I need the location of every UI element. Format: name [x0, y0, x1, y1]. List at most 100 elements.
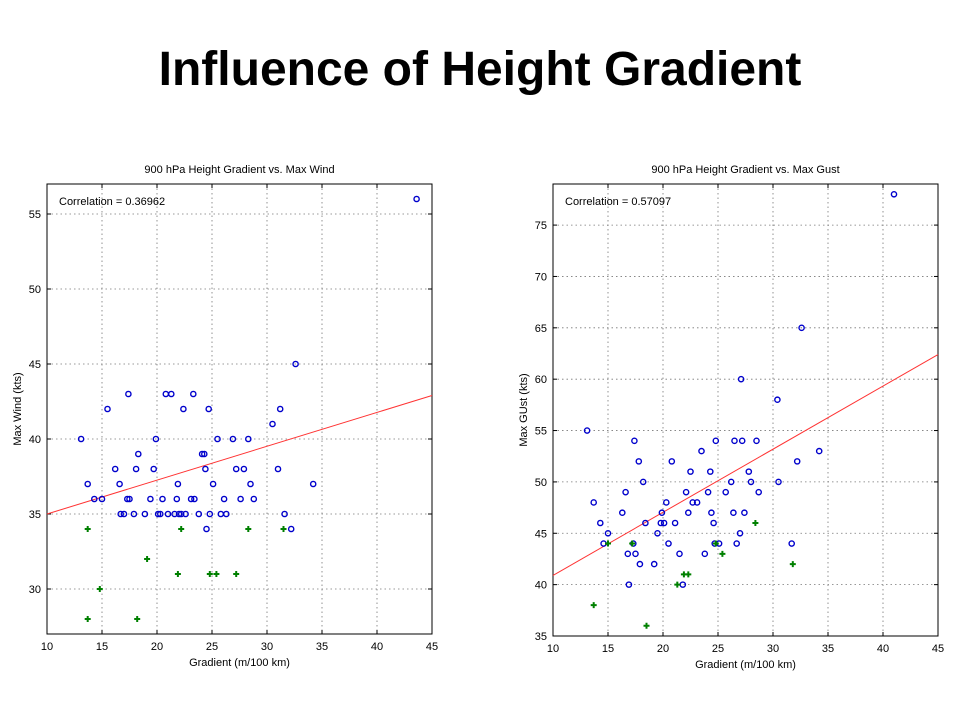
data-point-circle: [788, 540, 796, 547]
data-point-circle: [276, 405, 284, 413]
x-tick-label: 40: [371, 641, 383, 653]
data-point-plus: [643, 622, 650, 629]
y-tick-label: 50: [29, 284, 41, 296]
data-point-circle: [775, 478, 782, 486]
data-point-circle: [590, 499, 598, 506]
data-point-circle: [111, 465, 119, 473]
data-point-circle: [159, 495, 166, 503]
data-point-circle: [174, 480, 182, 488]
data-point-circle: [91, 495, 98, 503]
x-tick-label: 15: [96, 641, 108, 653]
data-point-circle: [164, 510, 172, 518]
data-point-circle: [698, 447, 705, 455]
data-point-circle: [244, 435, 252, 443]
data-point-circle: [167, 390, 175, 398]
x-tick-label: 20: [657, 643, 669, 655]
data-point-circle: [132, 465, 140, 473]
data-point-plus: [134, 616, 141, 622]
chart-1: 10 15 20 25 30 35 40 45 30 35 40 45 50 55 900 hPa Heig…: [12, 164, 438, 669]
data-point-circle: [247, 480, 254, 488]
data-point-circle: [793, 458, 801, 465]
data-point-plus: [84, 616, 91, 622]
data-point-circle: [597, 519, 604, 527]
x-tick-label: 40: [877, 643, 889, 655]
x-tick-label: 10: [547, 643, 559, 655]
data-point-circle: [639, 478, 647, 486]
data-point-circle: [104, 405, 111, 413]
data-point-circle: [668, 458, 676, 465]
data-point-plus: [245, 526, 252, 532]
data-point-plus: [685, 571, 692, 578]
x-tick-label: 10: [41, 641, 53, 653]
data-point-circle: [222, 510, 230, 518]
data-point-plus: [590, 602, 597, 609]
y-tick-label: 35: [29, 509, 41, 521]
data-point-circle: [685, 509, 692, 517]
data-point-circle: [624, 550, 632, 558]
data-point-circle: [650, 560, 658, 568]
data-point-circle: [206, 510, 214, 518]
x-tick-label: 15: [602, 643, 614, 655]
data-point-circle: [632, 550, 639, 558]
x-tick-label: 45: [932, 643, 944, 655]
data-point-circle: [727, 478, 735, 486]
data-point-plus: [605, 540, 611, 547]
data-point-circle: [682, 488, 690, 496]
x-axis-label: Gradient (m/100 km): [695, 659, 796, 671]
x-tick-label: 35: [822, 643, 834, 655]
data-point-circle: [180, 405, 187, 413]
data-point-circle: [77, 435, 85, 443]
data-point-plus: [96, 586, 103, 592]
data-point-circle: [707, 468, 714, 475]
data-point-plus: [206, 571, 213, 577]
data-point-circle: [663, 499, 670, 506]
data-point-circle: [237, 495, 244, 503]
data-point-circle: [755, 488, 763, 496]
data-point-circle: [733, 540, 741, 547]
data-point-circle: [665, 540, 672, 547]
data-point-circle: [798, 324, 805, 332]
data-point-circle: [625, 581, 633, 588]
data-point-circle: [130, 510, 138, 518]
data-point-circle: [173, 495, 181, 503]
data-point-circle: [177, 510, 185, 518]
x-tick-label: 30: [767, 643, 779, 655]
data-point-circle: [274, 465, 282, 473]
correlation-annotation: Correlation = 0.57097: [565, 196, 671, 208]
y-axis-label: Max GUst (kts): [518, 373, 530, 446]
data-point-plus: [280, 526, 287, 532]
data-point-circle: [642, 519, 649, 527]
plot-frame: [46, 183, 433, 635]
plot-frame: [552, 183, 939, 637]
data-point-plus: [84, 526, 91, 532]
data-point-circle: [741, 509, 748, 517]
y-tick-label: 55: [535, 426, 547, 438]
data-point-plus: [752, 520, 759, 526]
data-point-circle: [701, 550, 709, 558]
chart-title: 900 hPa Height Gradient vs. Max Wind: [144, 164, 334, 176]
data-point-circle: [152, 435, 160, 443]
data-point-circle: [693, 499, 701, 506]
data-point-plus: [178, 526, 185, 532]
data-point-circle: [250, 495, 258, 503]
data-point-circle: [191, 495, 198, 503]
data-point-circle: [815, 447, 823, 455]
data-point-circle: [198, 450, 206, 458]
data-point-circle: [619, 509, 626, 517]
y-tick-label: 75: [535, 220, 547, 232]
data-point-circle: [704, 488, 712, 496]
data-point-plus: [719, 550, 726, 557]
y-axis-label: Max Wind (kts): [12, 372, 24, 445]
y-tick-label: 45: [29, 359, 41, 371]
data-point-circle: [240, 465, 248, 473]
x-tick-label: 25: [712, 643, 724, 655]
chart-title: 900 hPa Height Gradient vs. Max Gust: [651, 164, 839, 176]
data-point-circle: [738, 437, 746, 445]
data-point-plus: [629, 540, 636, 547]
y-tick-label: 70: [535, 271, 547, 283]
data-point-circle: [745, 468, 753, 475]
x-tick-label: 25: [206, 641, 218, 653]
data-point-circle: [189, 390, 197, 398]
data-point-circle: [654, 529, 661, 537]
